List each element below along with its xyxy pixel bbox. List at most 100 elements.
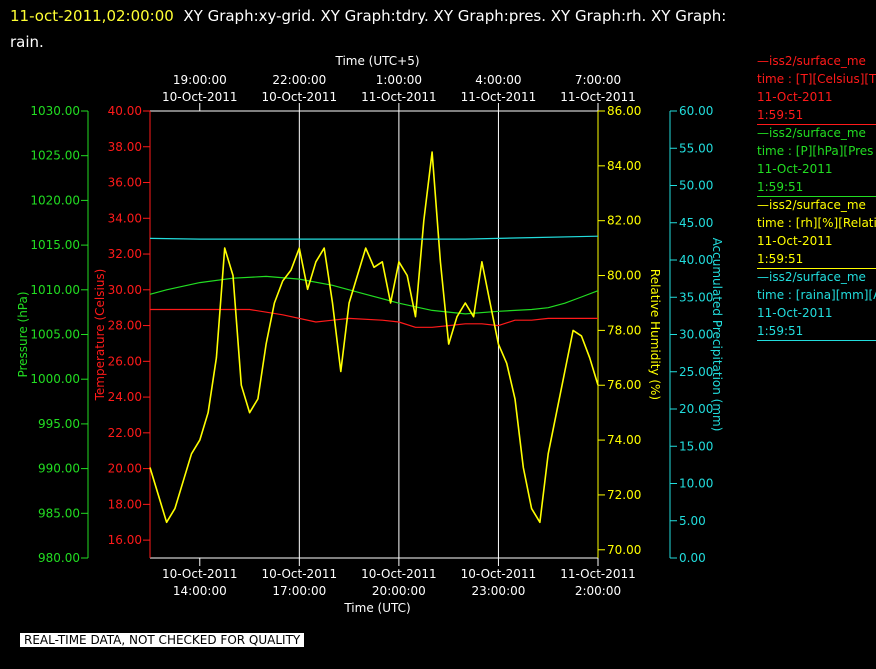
humidity-tick-label: 70.00 (607, 543, 641, 557)
legend-entry-line1: —iss2/surface_me (757, 54, 866, 68)
bottom-tick-time: 23:00:00 (471, 584, 525, 598)
legend-entry-line2: time : [raina][mm][A (757, 288, 876, 302)
temperature-tick-label: 22.00 (108, 426, 142, 440)
top-tick-time: 19:00:00 (173, 73, 227, 87)
humidity-tick-label: 84.00 (607, 159, 641, 173)
pressure-tick-label: 990.00 (38, 462, 80, 476)
legend-entry-line2: time : [rh][%][Relati (757, 216, 876, 230)
temperature-tick-label: 36.00 (108, 176, 142, 190)
top-tick-time: 22:00:00 (272, 73, 326, 87)
pressure-tick-label: 985.00 (38, 506, 80, 520)
precipitation-tick-label: 60.00 (679, 104, 713, 118)
top-tick-date: 11-Oct-2011 (560, 90, 636, 104)
title-graph-list-wrap: rain. (10, 33, 44, 51)
bottom-tick-time: 14:00:00 (173, 584, 227, 598)
legend-entry-line1: —iss2/surface_me (757, 270, 866, 284)
pressure-tick-label: 995.00 (38, 417, 80, 431)
precipitation-axis-label: Accumulated Precipitation (mm) (710, 238, 724, 432)
legend-entry-line2: time : [T][Celsius][T (757, 72, 876, 86)
legend-entry-line2: time : [P][hPa][Pres (757, 144, 874, 158)
precipitation-tick-label: 45.00 (679, 216, 713, 230)
legend-entry-line4: 1:59:51 (757, 252, 804, 266)
precipitation-tick-label: 40.00 (679, 253, 713, 267)
legend-separator (757, 340, 876, 341)
humidity-tick-label: 82.00 (607, 214, 641, 228)
temperature-tick-label: 28.00 (108, 319, 142, 333)
precipitation-tick-label: 30.00 (679, 328, 713, 342)
precipitation-tick-label: 5.00 (679, 514, 706, 528)
humidity-tick-label: 72.00 (607, 488, 641, 502)
top-tick-date: 11-Oct-2011 (361, 90, 437, 104)
top-tick-time: 4:00:00 (475, 73, 521, 87)
precipitation-tick-label: 15.00 (679, 439, 713, 453)
legend-separator (757, 196, 876, 197)
precipitation-tick-label: 0.00 (679, 551, 706, 565)
precipitation-tick-label: 25.00 (679, 365, 713, 379)
pressure-tick-label: 1020.00 (30, 193, 80, 207)
humidity-tick-label: 86.00 (607, 104, 641, 118)
temperature-tick-label: 40.00 (108, 104, 142, 118)
qc-banner: REAL-TIME DATA, NOT CHECKED FOR QUALITY (20, 633, 305, 647)
top-tick-date: 11-Oct-2011 (461, 90, 537, 104)
legend-entry-line4: 1:59:51 (757, 180, 804, 194)
pressure-tick-label: 1030.00 (30, 104, 80, 118)
precipitation-tick-label: 50.00 (679, 179, 713, 193)
bottom-tick-date: 11-Oct-2011 (560, 567, 636, 581)
precipitation-tick-label: 55.00 (679, 141, 713, 155)
series-line-pressure (149, 275, 599, 315)
bottom-tick-date: 10-Oct-2011 (361, 567, 437, 581)
legend-entry-line3: 11-Oct-2011 (757, 162, 833, 176)
bottom-tick-date: 10-Oct-2011 (162, 567, 238, 581)
temperature-tick-label: 30.00 (108, 283, 142, 297)
title-graph-list: XY Graph:xy-grid. XY Graph:tdry. XY Grap… (183, 7, 727, 25)
temperature-tick-label: 18.00 (108, 497, 142, 511)
legend-separator (757, 268, 876, 269)
legend-entry-line4: 1:59:51 (757, 108, 804, 122)
series-line-temperature (150, 308, 598, 328)
legend-entry-line1: —iss2/surface_me (757, 126, 866, 140)
bottom-tick-date: 10-Oct-2011 (262, 567, 338, 581)
temperature-tick-label: 34.00 (108, 211, 142, 225)
bottom-tick-time: 2:00:00 (575, 584, 621, 598)
top-tick-time: 7:00:00 (575, 73, 621, 87)
bottom-tick-time: 17:00:00 (272, 584, 326, 598)
pressure-tick-label: 1010.00 (30, 283, 80, 297)
legend-entry-line4: 1:59:51 (757, 324, 804, 338)
temperature-axis-label: Temperature (Celsius) (93, 269, 107, 402)
series-line-humidity (149, 151, 599, 524)
bottom-axis-title: Time (UTC) (344, 601, 411, 615)
pressure-tick-label: 980.00 (38, 551, 80, 565)
bottom-tick-time: 20:00:00 (372, 584, 426, 598)
pressure-axis-label: Pressure (hPa) (16, 291, 30, 377)
top-tick-time: 1:00:00 (376, 73, 422, 87)
legend-entry-line3: 11-Oct-2011 (757, 234, 833, 248)
temperature-tick-label: 38.00 (108, 140, 142, 154)
pressure-tick-label: 1000.00 (30, 372, 80, 386)
legend-entry-line3: 11-Oct-2011 (757, 306, 833, 320)
graph-title: 11-oct-2011,02:00:00 XY Graph:xy-grid. X… (10, 3, 870, 55)
legend-entry-line1: —iss2/surface_me (757, 198, 866, 212)
pressure-tick-label: 1025.00 (30, 149, 80, 163)
temperature-tick-label: 20.00 (108, 462, 142, 476)
humidity-axis-label: Relative Humidity (%) (648, 269, 662, 400)
top-tick-date: 10-Oct-2011 (262, 90, 338, 104)
series-line-precipitation (149, 235, 599, 240)
precipitation-tick-label: 35.00 (679, 290, 713, 304)
temperature-tick-label: 24.00 (108, 390, 142, 404)
pressure-tick-label: 1005.00 (30, 328, 80, 342)
title-timestamp: 11-oct-2011,02:00:00 (10, 7, 174, 25)
legend-separator (757, 124, 876, 125)
precipitation-tick-label: 10.00 (679, 477, 713, 491)
humidity-tick-label: 74.00 (607, 433, 641, 447)
humidity-tick-label: 76.00 (607, 378, 641, 392)
temperature-tick-label: 16.00 (108, 533, 142, 547)
legend-entry-line3: 11-Oct-2011 (757, 90, 833, 104)
top-tick-date: 10-Oct-2011 (162, 90, 238, 104)
humidity-tick-label: 78.00 (607, 323, 641, 337)
temperature-tick-label: 32.00 (108, 247, 142, 261)
bottom-tick-date: 10-Oct-2011 (461, 567, 537, 581)
